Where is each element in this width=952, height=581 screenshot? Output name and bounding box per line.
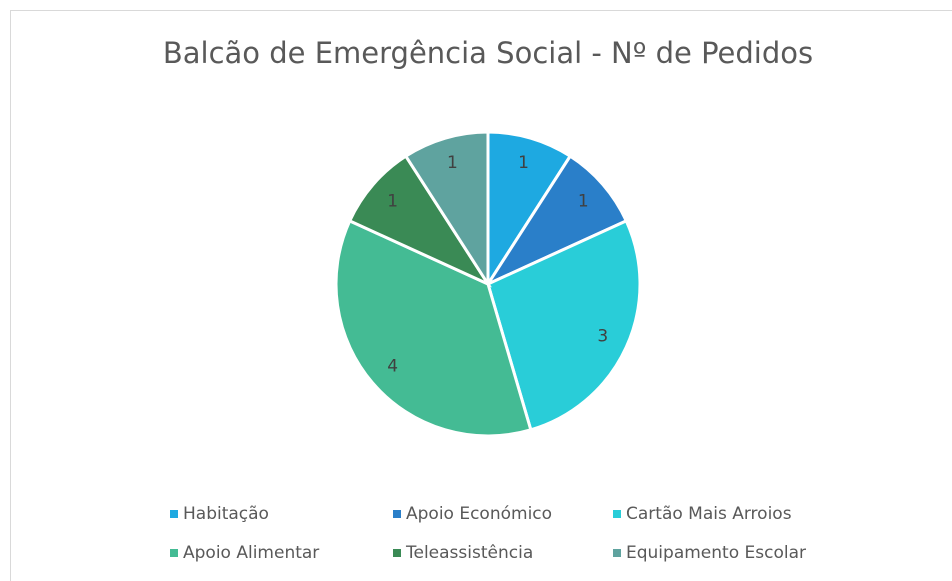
legend-swatch — [393, 549, 401, 557]
data-label: 1 — [578, 191, 589, 211]
legend-swatch — [393, 510, 401, 518]
legend-label: Teleassistência — [405, 543, 533, 563]
pie-slice — [403, 130, 490, 290]
legend-swatch — [613, 510, 621, 518]
data-label: 1 — [387, 191, 398, 211]
data-label: 3 — [597, 326, 608, 346]
data-label: 4 — [387, 357, 398, 377]
legend-swatch — [170, 510, 178, 518]
legend-label: Habitação — [183, 504, 269, 524]
data-label: 1 — [518, 153, 529, 173]
pie-slice — [347, 154, 493, 288]
chart-title: Balcão de Emergência Social - Nº de Pedi… — [163, 36, 813, 70]
pie-slice — [486, 130, 573, 290]
legend-label: Apoio Económico — [406, 504, 552, 524]
legend-label: Cartão Mais Arroios — [626, 504, 792, 524]
pie-slice — [486, 218, 642, 432]
legend-swatch — [613, 549, 621, 557]
legend-label: Apoio Alimentar — [183, 543, 319, 563]
pie-slice — [483, 154, 629, 288]
pie-slice — [334, 218, 533, 438]
legend-swatch — [170, 549, 178, 557]
data-label: 1 — [447, 153, 458, 173]
legend-label: Equipamento Escolar — [626, 543, 806, 563]
